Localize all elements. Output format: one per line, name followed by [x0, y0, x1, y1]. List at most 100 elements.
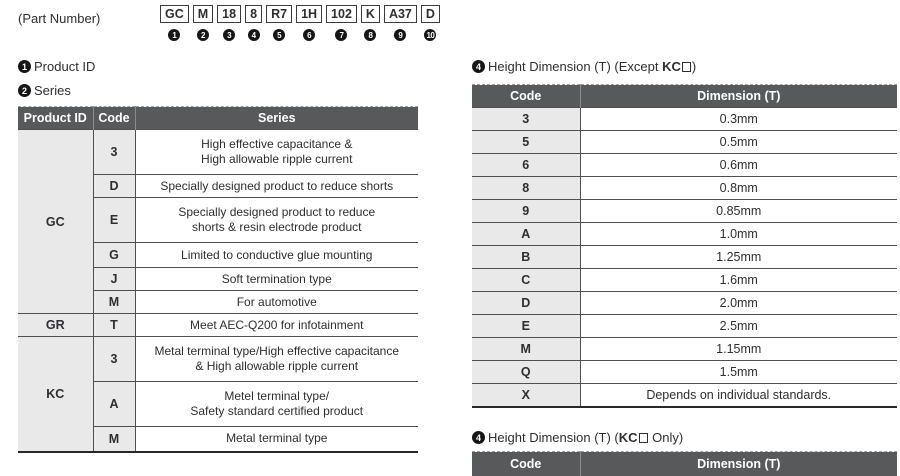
series-cell: Metel terminal type/ Safety standard cer… [135, 381, 418, 427]
part-number-segment: A37 9 [383, 5, 417, 41]
part-number-segment: 8 4 [245, 5, 263, 41]
table-row: M For automotive [18, 290, 418, 314]
code-cell: E [472, 314, 581, 338]
code-cell: D [92, 174, 136, 198]
dimension-cell: 1.6mm [580, 268, 897, 292]
series-cell: High effective capacitance & High allowa… [135, 129, 418, 175]
section-title: Height Dimension (T) (KC Only) [488, 430, 684, 445]
column-header-dimension: Dimension (T) [579, 451, 897, 476]
part-number-segment: M 2 [192, 5, 214, 41]
segment-number-badge: 6 [303, 29, 316, 41]
part-number-box: D [420, 5, 440, 23]
dimension-cell: 0.6mm [580, 153, 897, 177]
table-row: C 1.6mm [472, 268, 897, 292]
table-header-row: Product ID Code Series [18, 106, 418, 130]
column-header-code: Code [472, 451, 580, 476]
code-cell: 6 [472, 153, 581, 177]
series-table: Product ID Code Series GC 3 High effecti… [18, 106, 418, 453]
column-header-code: Code [92, 106, 135, 130]
column-header-series: Series [134, 106, 418, 130]
dimension-cell: 0.5mm [580, 130, 897, 154]
series-cell: Soft termination type [135, 267, 418, 291]
section-number-badge: 2 [18, 84, 31, 97]
segment-number-badge: 5 [273, 29, 286, 41]
table-row: Q 1.5mm [472, 360, 897, 384]
code-cell: A [92, 381, 136, 427]
code-cell: M [92, 290, 136, 314]
code-cell: 5 [472, 130, 581, 154]
part-number-label: (Part Number) [18, 11, 101, 26]
dimension-cell: 1.5mm [580, 360, 897, 384]
part-number-segment: D 10 [420, 5, 440, 41]
code-cell: 9 [472, 199, 581, 223]
part-number-segment: GC 1 [160, 5, 189, 41]
part-number-segment: K 8 [360, 5, 380, 41]
column-header-dimension: Dimension (T) [579, 84, 897, 108]
code-cell: 8 [472, 176, 581, 200]
kc-size-placeholder-square [638, 433, 648, 443]
code-cell: 3 [472, 107, 581, 131]
column-header-code: Code [472, 84, 580, 108]
table-row: G Limited to conductive glue mounting [18, 242, 418, 268]
table-row: A 1.0mm [472, 222, 897, 246]
part-number-box: 18 [217, 5, 242, 23]
series-cell: Specially designed product to reduce sho… [135, 174, 418, 198]
segment-number-badge: 3 [223, 29, 236, 41]
kc-size-placeholder-square [681, 62, 691, 72]
section-title: Series [34, 83, 71, 98]
code-cell: T [92, 313, 136, 337]
code-cell: 3 [92, 129, 136, 175]
code-cell: Q [472, 360, 581, 384]
series-cell: Metal terminal type/High effective capac… [135, 336, 418, 382]
dimension-cell: Depends on individual standards. [580, 383, 897, 407]
series-cell: For automotive [135, 290, 418, 314]
dimension-cell: 0.3mm [580, 107, 897, 131]
segment-number-badge: 1 [168, 29, 181, 41]
part-number-box: M [192, 5, 214, 23]
table-row: M 1.15mm [472, 337, 897, 361]
table-header-row: Code Dimension (T) [472, 451, 897, 476]
table-row: D Specially designed product to reduce s… [18, 174, 418, 198]
series-cell: Metal terminal type [135, 426, 418, 452]
code-cell: M [472, 337, 581, 361]
section-heading-height-except-kc: 4 Height Dimension (T) (Except KC) [472, 59, 696, 74]
table-row: KC 3 Metal terminal type/High effective … [18, 336, 418, 452]
part-number-box: GC [160, 5, 189, 23]
table-row: 5 0.5mm [472, 130, 897, 154]
code-cell: J [92, 267, 136, 291]
segment-number-badge: 9 [394, 29, 407, 41]
segment-number-badge: 10 [424, 29, 437, 41]
section-title: Height Dimension (T) (Except KC) [488, 59, 697, 74]
table-row: 8 0.8mm [472, 176, 897, 200]
table-row: D 2.0mm [472, 291, 897, 315]
table-row: GR T Meet AEC-Q200 for infotainment [18, 313, 418, 337]
code-cell: C [472, 268, 581, 292]
segment-number-badge: 4 [247, 29, 260, 41]
section-heading-series: 2 Series [18, 83, 71, 98]
part-number-segment: 1H 6 [296, 5, 323, 41]
section-heading-product-id: 1 Product ID [18, 59, 95, 74]
table-row: M Metal terminal type [18, 426, 418, 452]
table-row: 3 0.3mm [472, 107, 897, 131]
height-table-except-kc: Code Dimension (T) 3 0.3mm 5 0.5mm 6 0.6… [472, 84, 897, 408]
segment-number-badge: 8 [364, 29, 377, 41]
table-row: X Depends on individual standards. [472, 383, 897, 407]
section-number-badge: 1 [18, 60, 31, 73]
series-cell: Specially designed product to reduce sho… [135, 197, 418, 243]
segment-number-badge: 7 [335, 29, 348, 41]
code-cell: B [472, 245, 581, 269]
code-cell: D [472, 291, 581, 315]
code-cell: 3 [92, 336, 136, 382]
part-number-row: GC 1 M 2 18 3 8 4 R7 5 1H 6 102 7 K 8 [160, 5, 440, 41]
dimension-cell: 0.8mm [580, 176, 897, 200]
part-number-box: A37 [383, 5, 417, 23]
part-number-box: 1H [296, 5, 323, 23]
table-row: 9 0.85mm [472, 199, 897, 223]
section-number-badge: 4 [472, 431, 485, 444]
height-table-kc-only: Code Dimension (T) [472, 451, 897, 476]
product-id-cell: GR [18, 313, 93, 337]
section-number-badge: 4 [472, 60, 485, 73]
section-title: Product ID [34, 59, 96, 74]
part-number-box: R7 [266, 5, 293, 23]
